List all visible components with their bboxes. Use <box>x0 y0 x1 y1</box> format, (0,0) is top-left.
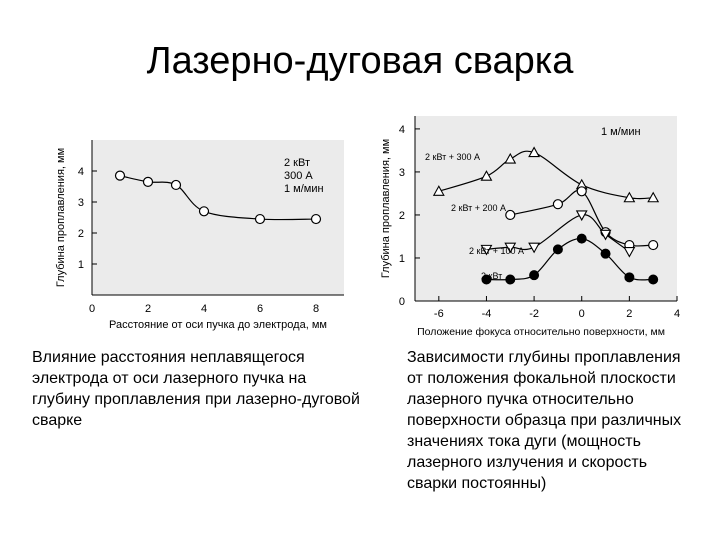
chart-depth-vs-focus: 0 1 2 3 4 -6 -4 -2 0 2 4 Положение фокуса относител… <box>380 116 680 338</box>
data-point <box>480 170 493 181</box>
x-tick-label: 0 <box>89 303 95 315</box>
x-tick-label: 4 <box>674 308 680 320</box>
y-tick-label: 3 <box>399 167 405 179</box>
data-point <box>505 274 516 285</box>
data-point <box>552 199 564 210</box>
slide-title: Лазерно-дуговая сварка <box>146 40 574 82</box>
data-point <box>623 191 636 203</box>
data-point <box>624 272 635 283</box>
data-point <box>647 191 660 203</box>
data-point <box>600 248 611 259</box>
x-tick-label: 6 <box>257 303 263 315</box>
x-axis-label: Расстояние от оси пучка до электрода, мм <box>109 319 327 331</box>
chart-annotation: 1 м/мин <box>284 183 324 195</box>
y-tick-label: 1 <box>78 259 84 271</box>
x-tick-label: 8 <box>313 303 319 315</box>
data-point <box>623 246 636 258</box>
y-tick-label: 4 <box>78 166 84 178</box>
x-axis-label: Положение фокуса относительно поверхност… <box>417 326 665 338</box>
data-point <box>576 233 587 244</box>
data-point <box>648 239 659 251</box>
x-tick-label: 0 <box>579 308 585 320</box>
x-tick-label: 4 <box>201 303 207 315</box>
x-tick-label: -6 <box>434 308 444 320</box>
data-point <box>480 244 493 256</box>
caption-left: Влияние расстояния неплавящегося электро… <box>32 349 360 429</box>
x-tick-label: -4 <box>482 308 492 320</box>
chart-annotation: 300 А <box>284 170 313 182</box>
y-axis-label: Глубина проплавления, мм <box>55 148 67 287</box>
x-tick-label: -2 <box>529 308 539 320</box>
data-point <box>481 274 492 285</box>
y-tick-label: 0 <box>399 296 405 308</box>
data-point <box>170 179 182 191</box>
data-point <box>528 146 541 158</box>
series-label: 2 кВт + 100 А <box>469 246 524 256</box>
y-tick-label: 3 <box>78 197 84 209</box>
x-tick-label: 2 <box>145 303 151 315</box>
y-tick-label: 2 <box>399 210 405 222</box>
y-tick-label: 1 <box>399 253 405 265</box>
data-point <box>254 213 266 225</box>
caption-right: Зависимости глубины проплавления от поло… <box>407 349 682 492</box>
data-point <box>310 213 322 225</box>
data-point <box>505 209 516 221</box>
data-point <box>114 170 126 181</box>
series-label: 2 кВт + 300 А <box>425 152 480 162</box>
data-point <box>575 210 588 222</box>
data-point <box>599 229 612 241</box>
plot-area <box>415 116 677 301</box>
data-point <box>552 244 563 255</box>
data-point <box>432 185 445 196</box>
data-point <box>504 242 517 254</box>
chart-depth-vs-distance: 1 2 3 4 0 2 4 6 8 Расстояние от оси пучка до элек… <box>55 140 344 331</box>
data-point <box>576 186 587 197</box>
data-point <box>504 152 517 164</box>
y-axis-label: Глубина проплавления, мм <box>380 139 392 278</box>
chart-annotation: 2 кВт <box>284 157 310 169</box>
series-label: 2 кВт <box>481 271 502 281</box>
series-label: 2 кВт + 200 А <box>451 203 506 213</box>
data-point <box>648 274 659 285</box>
data-point <box>198 206 210 217</box>
x-tick-label: 2 <box>626 308 632 320</box>
data-point <box>142 176 154 187</box>
y-tick-label: 2 <box>78 228 84 240</box>
data-point <box>529 270 540 281</box>
y-tick-label: 4 <box>399 124 405 136</box>
plot-area <box>92 140 344 295</box>
chart-annotation: 1 м/мин <box>601 126 641 138</box>
data-point <box>528 242 541 254</box>
